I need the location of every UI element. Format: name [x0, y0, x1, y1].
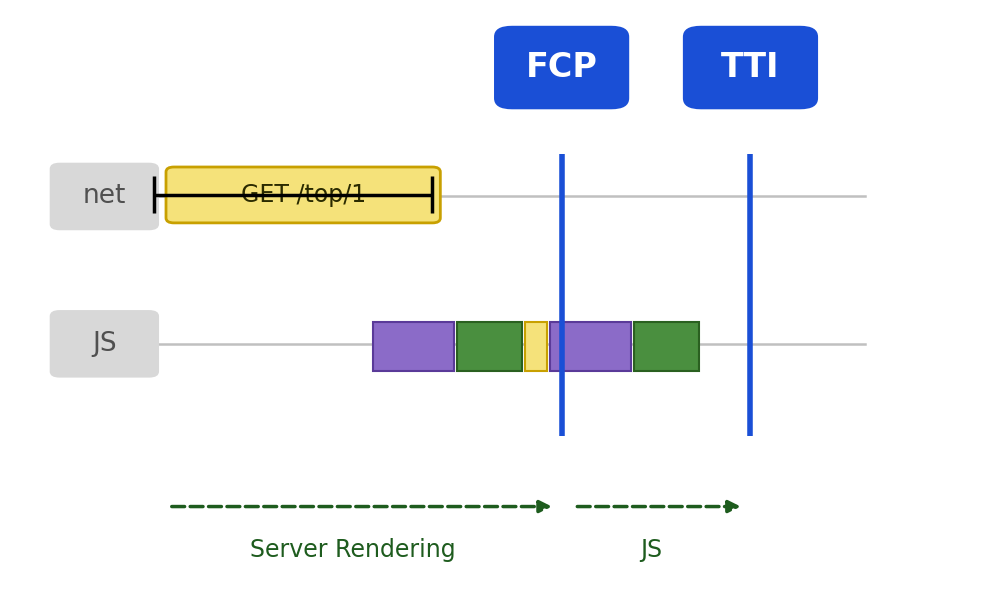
- Text: net: net: [83, 184, 126, 209]
- FancyBboxPatch shape: [50, 163, 159, 230]
- Bar: [373, 322, 454, 371]
- Bar: [634, 322, 699, 371]
- FancyBboxPatch shape: [166, 167, 440, 223]
- Text: TTI: TTI: [722, 51, 779, 84]
- Text: FCP: FCP: [526, 51, 597, 84]
- Text: JS: JS: [92, 331, 116, 357]
- FancyBboxPatch shape: [683, 26, 818, 109]
- Bar: [525, 322, 547, 371]
- Bar: [457, 322, 522, 371]
- Text: Server Rendering: Server Rendering: [250, 537, 455, 562]
- Text: JS: JS: [640, 537, 662, 562]
- Bar: [550, 322, 631, 371]
- Text: GET /top/1: GET /top/1: [241, 183, 366, 207]
- FancyBboxPatch shape: [494, 26, 629, 109]
- FancyBboxPatch shape: [50, 310, 159, 378]
